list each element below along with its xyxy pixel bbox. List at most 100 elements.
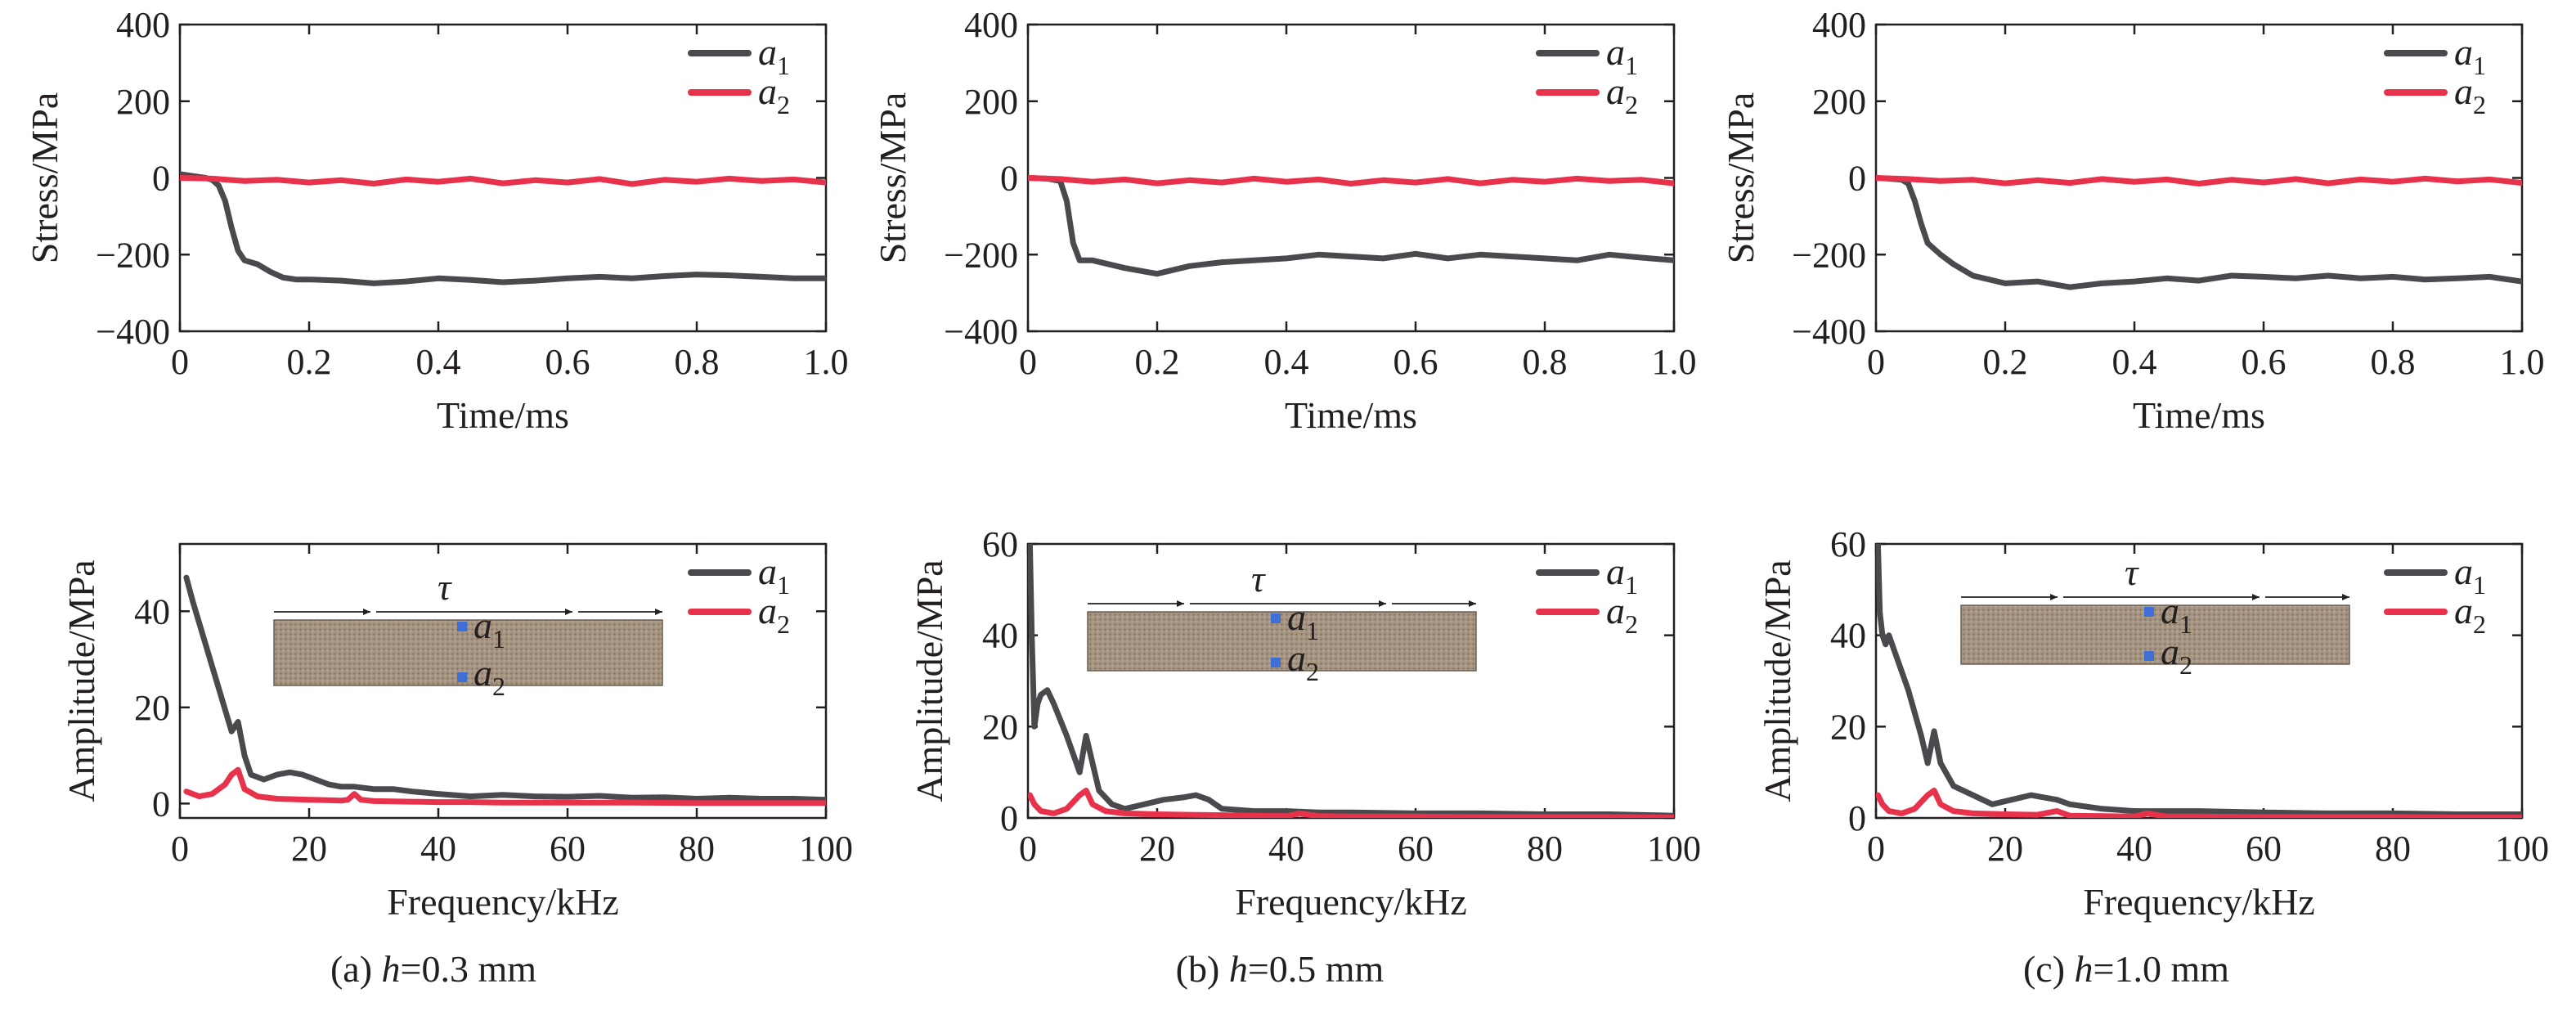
y-tick-label: 0	[1000, 798, 1018, 838]
x-tick-label: 0.6	[2242, 342, 2287, 382]
x-tick-label: 40	[2116, 829, 2152, 869]
y-tick-label: 60	[1830, 524, 1866, 564]
y-tick-label: 0	[1000, 159, 1018, 199]
series-line-a2	[1876, 788, 2522, 818]
legend-label-a2: a2	[2454, 590, 2486, 639]
series-line-a2	[1876, 175, 2522, 186]
legend-label-a1: a1	[2454, 31, 2486, 80]
series-line-a2	[1028, 175, 1674, 186]
legend-label-a2: a2	[1606, 590, 1638, 639]
x-tick-label: 100	[1647, 829, 1701, 869]
captions-layer: (a) h=0.3 mm (b) h=0.5 mm (c) h=1.0 mm	[330, 948, 2229, 990]
x-tick-label: 0.4	[2112, 342, 2157, 382]
rock-specimen	[1087, 611, 1477, 672]
series-line-a2	[180, 175, 826, 187]
y-axis-title: Stress/MPa	[1720, 92, 1761, 264]
plot-frame	[178, 542, 828, 820]
y-tick-label: 0	[152, 784, 170, 824]
y-tick-label: 20	[1830, 707, 1866, 747]
series-line-a1	[180, 171, 826, 286]
y-tick-label: 60	[982, 524, 1018, 564]
x-tick-label: 1.0	[1652, 342, 1697, 382]
x-tick-label: 20	[291, 829, 327, 869]
y-tick-label: 0	[1848, 159, 1866, 199]
arrow-head-icon	[1469, 600, 1476, 607]
legend-label-a2: a2	[2454, 70, 2486, 119]
monitor-point-a2	[1271, 658, 1281, 667]
x-tick-label: 100	[2495, 829, 2549, 869]
x-tick-label: 0.2	[287, 342, 332, 382]
y-tick-label: 20	[134, 688, 170, 728]
legend-label-a1: a1	[1606, 550, 1638, 600]
y-tick-label: 0	[152, 159, 170, 199]
monitor-label-a1: a1	[473, 604, 505, 654]
x-tick-label: 40	[1268, 829, 1304, 869]
legend-label-a2: a2	[1606, 70, 1638, 119]
y-axis-title: Stress/MPa	[24, 92, 65, 264]
y-axis-title: Stress/MPa	[872, 92, 913, 264]
chart-amp-a: 0 20 40 0 20 40 60 80 100 Frequency/kHz Amplitude/…	[61, 542, 853, 923]
arrow-head-icon	[2050, 594, 2058, 600]
series-line-a1	[1876, 175, 2522, 290]
y-tick-label: 0	[1848, 798, 1866, 838]
y-tick-label: 40	[134, 591, 170, 631]
y-tick-label: 200	[964, 82, 1018, 122]
arrow-head-icon	[655, 609, 662, 615]
y-tick-label: 400	[1812, 5, 1866, 45]
x-tick-label: 0.8	[2371, 342, 2416, 382]
shear-stress-label: τ	[438, 566, 452, 608]
monitor-point-a1	[457, 622, 467, 631]
x-axis-title: Time/ms	[2133, 394, 2265, 436]
y-tick-label: −400	[944, 312, 1018, 352]
x-tick-label: 1.0	[804, 342, 849, 382]
monitor-label-a2: a2	[1287, 637, 1319, 686]
arrow-head-icon	[565, 609, 572, 615]
x-tick-label: 60	[550, 829, 586, 869]
monitor-label-a2: a2	[2161, 631, 2192, 680]
y-tick-label: 400	[116, 5, 170, 45]
monitor-label-a1: a1	[1287, 596, 1319, 645]
x-tick-label: 0.4	[416, 342, 461, 382]
y-tick-label: 200	[1812, 82, 1866, 122]
y-tick-label: −200	[1792, 235, 1866, 275]
shear-stress-label: τ	[1251, 558, 1266, 600]
x-axis-title: Time/ms	[437, 394, 569, 436]
y-tick-label: 40	[1830, 616, 1866, 656]
x-tick-label: 0	[171, 829, 189, 869]
panel-caption: (b) h=0.5 mm	[1176, 948, 1384, 990]
legend-label-a2: a2	[758, 590, 790, 639]
y-tick-label: 400	[964, 5, 1018, 45]
y-tick-label: 200	[116, 82, 170, 122]
legend-label-a1: a1	[2454, 550, 2486, 600]
x-tick-label: 80	[1527, 829, 1563, 869]
x-tick-label: 0	[1867, 829, 1885, 869]
y-axis-title: Amplitude/MPa	[61, 559, 102, 802]
x-axis-title: Frequency/kHz	[1235, 881, 1467, 923]
x-axis-title: Time/ms	[1285, 394, 1417, 436]
x-tick-label: 20	[1139, 829, 1175, 869]
y-tick-label: −200	[944, 235, 1018, 275]
plot-frame	[1026, 542, 1676, 820]
monitor-point-a2	[2144, 651, 2154, 661]
series-line-a1	[1876, 544, 2522, 817]
rock-specimen	[273, 619, 663, 686]
legend-label-a1: a1	[758, 550, 790, 600]
monitor-point-a2	[457, 672, 467, 682]
series-line-a2	[183, 766, 826, 807]
y-tick-label: −200	[96, 235, 170, 275]
y-axis-title: Amplitude/MPa	[909, 559, 950, 802]
x-tick-label: 0.8	[675, 342, 720, 382]
plot-frame	[1874, 542, 2524, 820]
x-tick-label: 0.6	[545, 342, 590, 382]
x-tick-label: 60	[2246, 829, 2282, 869]
x-tick-label: 0.4	[1264, 342, 1309, 382]
arrow-head-icon	[2342, 594, 2349, 600]
legend-label-a1: a1	[1606, 31, 1638, 80]
monitor-label-a2: a2	[473, 652, 505, 701]
